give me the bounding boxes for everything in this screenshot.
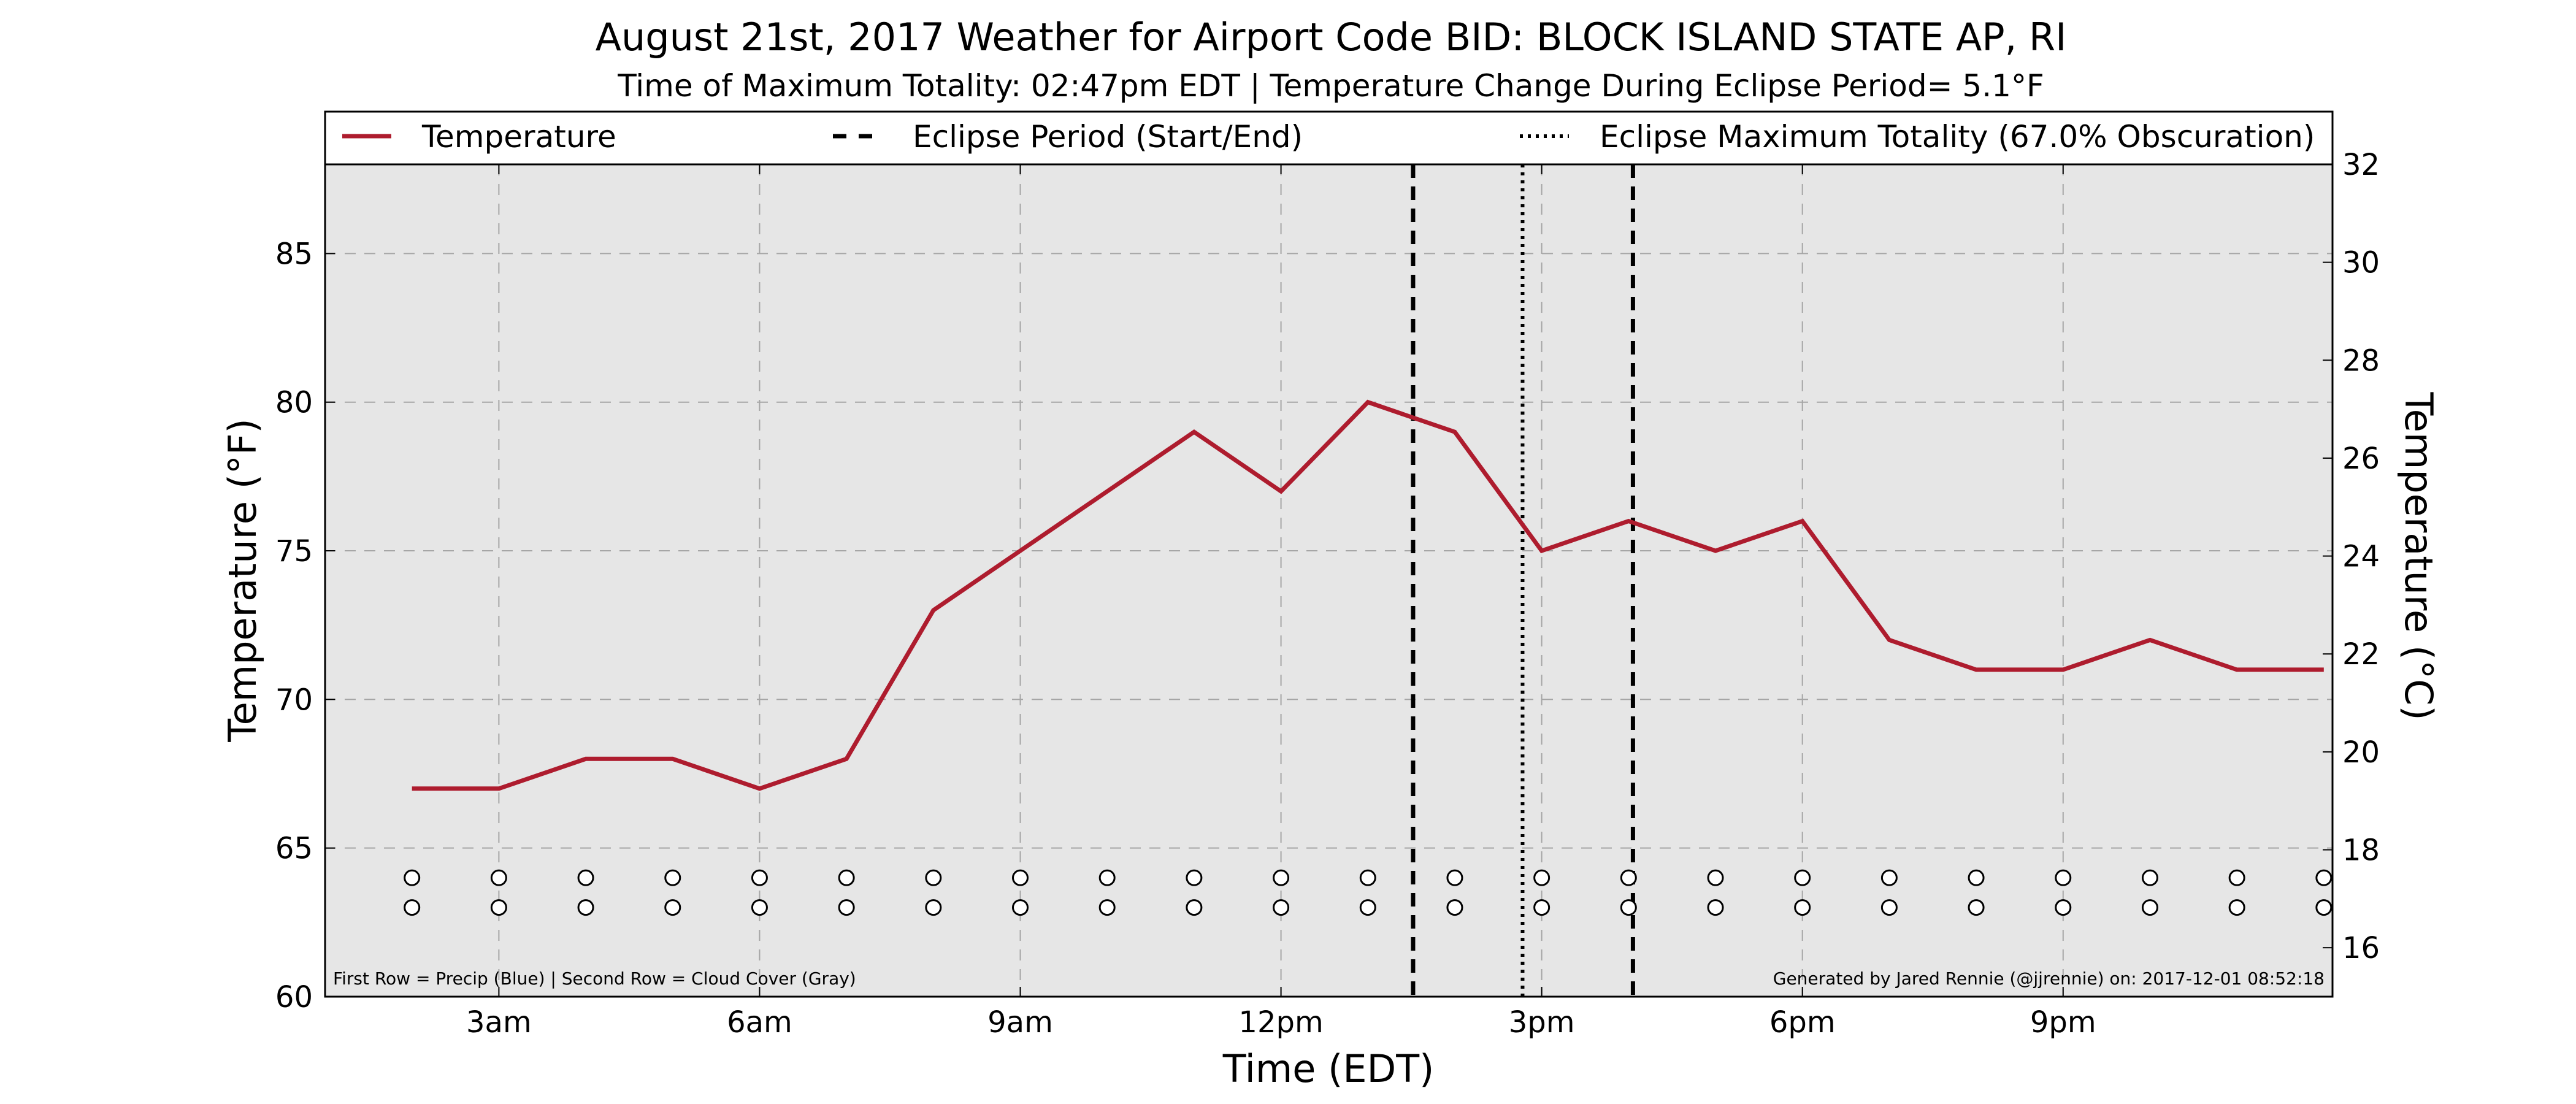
cloud-cover-indicator [1707,899,1724,916]
y-right-tick-label: 24 [2342,540,2380,574]
cloud-cover-indicator [838,899,855,916]
y-axis-label-right: Temperature (°C) [2396,391,2441,720]
y-right-tick-label: 28 [2342,343,2380,378]
y-axis-label-left: Temperature (°F) [220,418,265,742]
cloud-cover-indicator [1186,899,1203,916]
y-right-tick-label: 16 [2342,931,2380,965]
legend-box [324,110,2334,166]
plot-area [325,164,2333,997]
cloud-cover-indicator [404,899,421,916]
y-right-tick-label: 18 [2342,834,2380,868]
precip-indicator [490,869,507,886]
x-tick-label: 6am [727,1005,792,1040]
cloud-cover-indicator [1359,899,1376,916]
precip-indicator [1968,869,1985,886]
legend-temperature-label: Temperature [421,119,616,155]
x-tick-label: 3am [466,1005,532,1040]
y-right-tick-label: 20 [2342,735,2380,770]
y-tick-label: 60 [275,980,313,1014]
cloud-cover-indicator [2228,899,2245,916]
y-tick-label: 70 [275,683,313,717]
temperature-series [412,399,2324,791]
cloud-cover-indicator [490,899,507,916]
y-right-tick-label: 26 [2342,442,2380,476]
indicator-legend-note: First Row = Precip (Blue) | Second Row =… [333,968,856,989]
chart-title: August 21st, 2017 Weather for Airport Co… [596,15,2067,59]
precip-indicator [1880,869,1898,886]
precip-indicator [2315,869,2333,886]
precip-indicator [1098,869,1116,886]
axis-ticks: 3am 6am 9am 12pm 3pm 6pm 9pm 60 65 70 75 80 85 16 18 20… [275,148,2380,1040]
y-right-tick-label: 22 [2342,637,2380,672]
x-tick-label: 12pm [1238,1005,1323,1040]
y-right-tick-label: 32 [2342,148,2380,182]
precip-indicator [2055,869,2072,886]
cloud-cover-indicator [925,899,942,916]
chart-subtitle: Time of Maximum Totality: 02:47pm EDT | … [617,68,2044,104]
legend-eclipse-max-label: Eclipse Maximum Totality (67.0% Obscurat… [1600,119,2315,155]
cloud-cover-indicator [1968,899,1985,916]
precip-indicator [2228,869,2245,886]
precip-indicator [1359,869,1376,886]
cloud-cover-indicator [1533,899,1551,916]
cloud-cover-indicator [577,899,594,916]
precip-indicator [1620,869,1637,886]
precip-indicator [404,869,421,886]
cloud-cover-indicator [1880,899,1898,916]
precip-indicator [1446,869,1463,886]
precip-indicator [1273,869,1290,886]
cloud-cover-indicator [1273,899,1290,916]
cloud-cover-indicator [2141,899,2158,916]
grid-lines [325,164,2333,997]
cloud-cover-indicator [1794,899,1811,916]
precip-indicator [2141,869,2158,886]
generated-by-note: Generated by Jared Rennie (@jjrennie) on… [1773,968,2325,989]
cloud-cover-indicator [1012,899,1029,916]
precip-indicator [838,869,855,886]
precip-indicator [1012,869,1029,886]
cloud-cover-indicator [1620,899,1637,916]
x-tick-label: 9pm [2030,1005,2096,1040]
precip-indicator [925,869,942,886]
cloud-cover-indicator [2315,899,2333,916]
y-tick-label: 85 [275,237,313,271]
x-tick-label: 9am [987,1005,1053,1040]
cloud-cover-indicator [1446,899,1463,916]
y-tick-label: 75 [275,534,313,569]
cloud-cover-indicator [664,899,681,916]
precip-indicator [751,869,768,886]
precip-indicator [1794,869,1811,886]
x-axis-label: Time (EDT) [1222,1046,1435,1091]
y-tick-label: 80 [275,386,313,420]
y-tick-label: 65 [275,832,313,866]
indicator-rows [404,869,2333,916]
legend-eclipse-period-label: Eclipse Period (Start/End) [913,119,1303,155]
legend: Temperature Eclipse Period (Start/End) E… [324,110,2334,166]
x-tick-label: 6pm [1769,1005,1836,1040]
precip-indicator [577,869,594,886]
eclipse-markers [1411,164,1635,997]
cloud-cover-indicator [751,899,768,916]
cloud-cover-indicator [2055,899,2072,916]
precip-indicator [1707,869,1724,886]
temperature-line [412,399,2324,791]
y-right-tick-label: 30 [2342,246,2380,280]
cloud-cover-indicator [1098,899,1116,916]
precip-indicator [1533,869,1551,886]
x-tick-label: 3pm [1509,1005,1575,1040]
precip-indicator [664,869,681,886]
precip-indicator [1186,869,1203,886]
